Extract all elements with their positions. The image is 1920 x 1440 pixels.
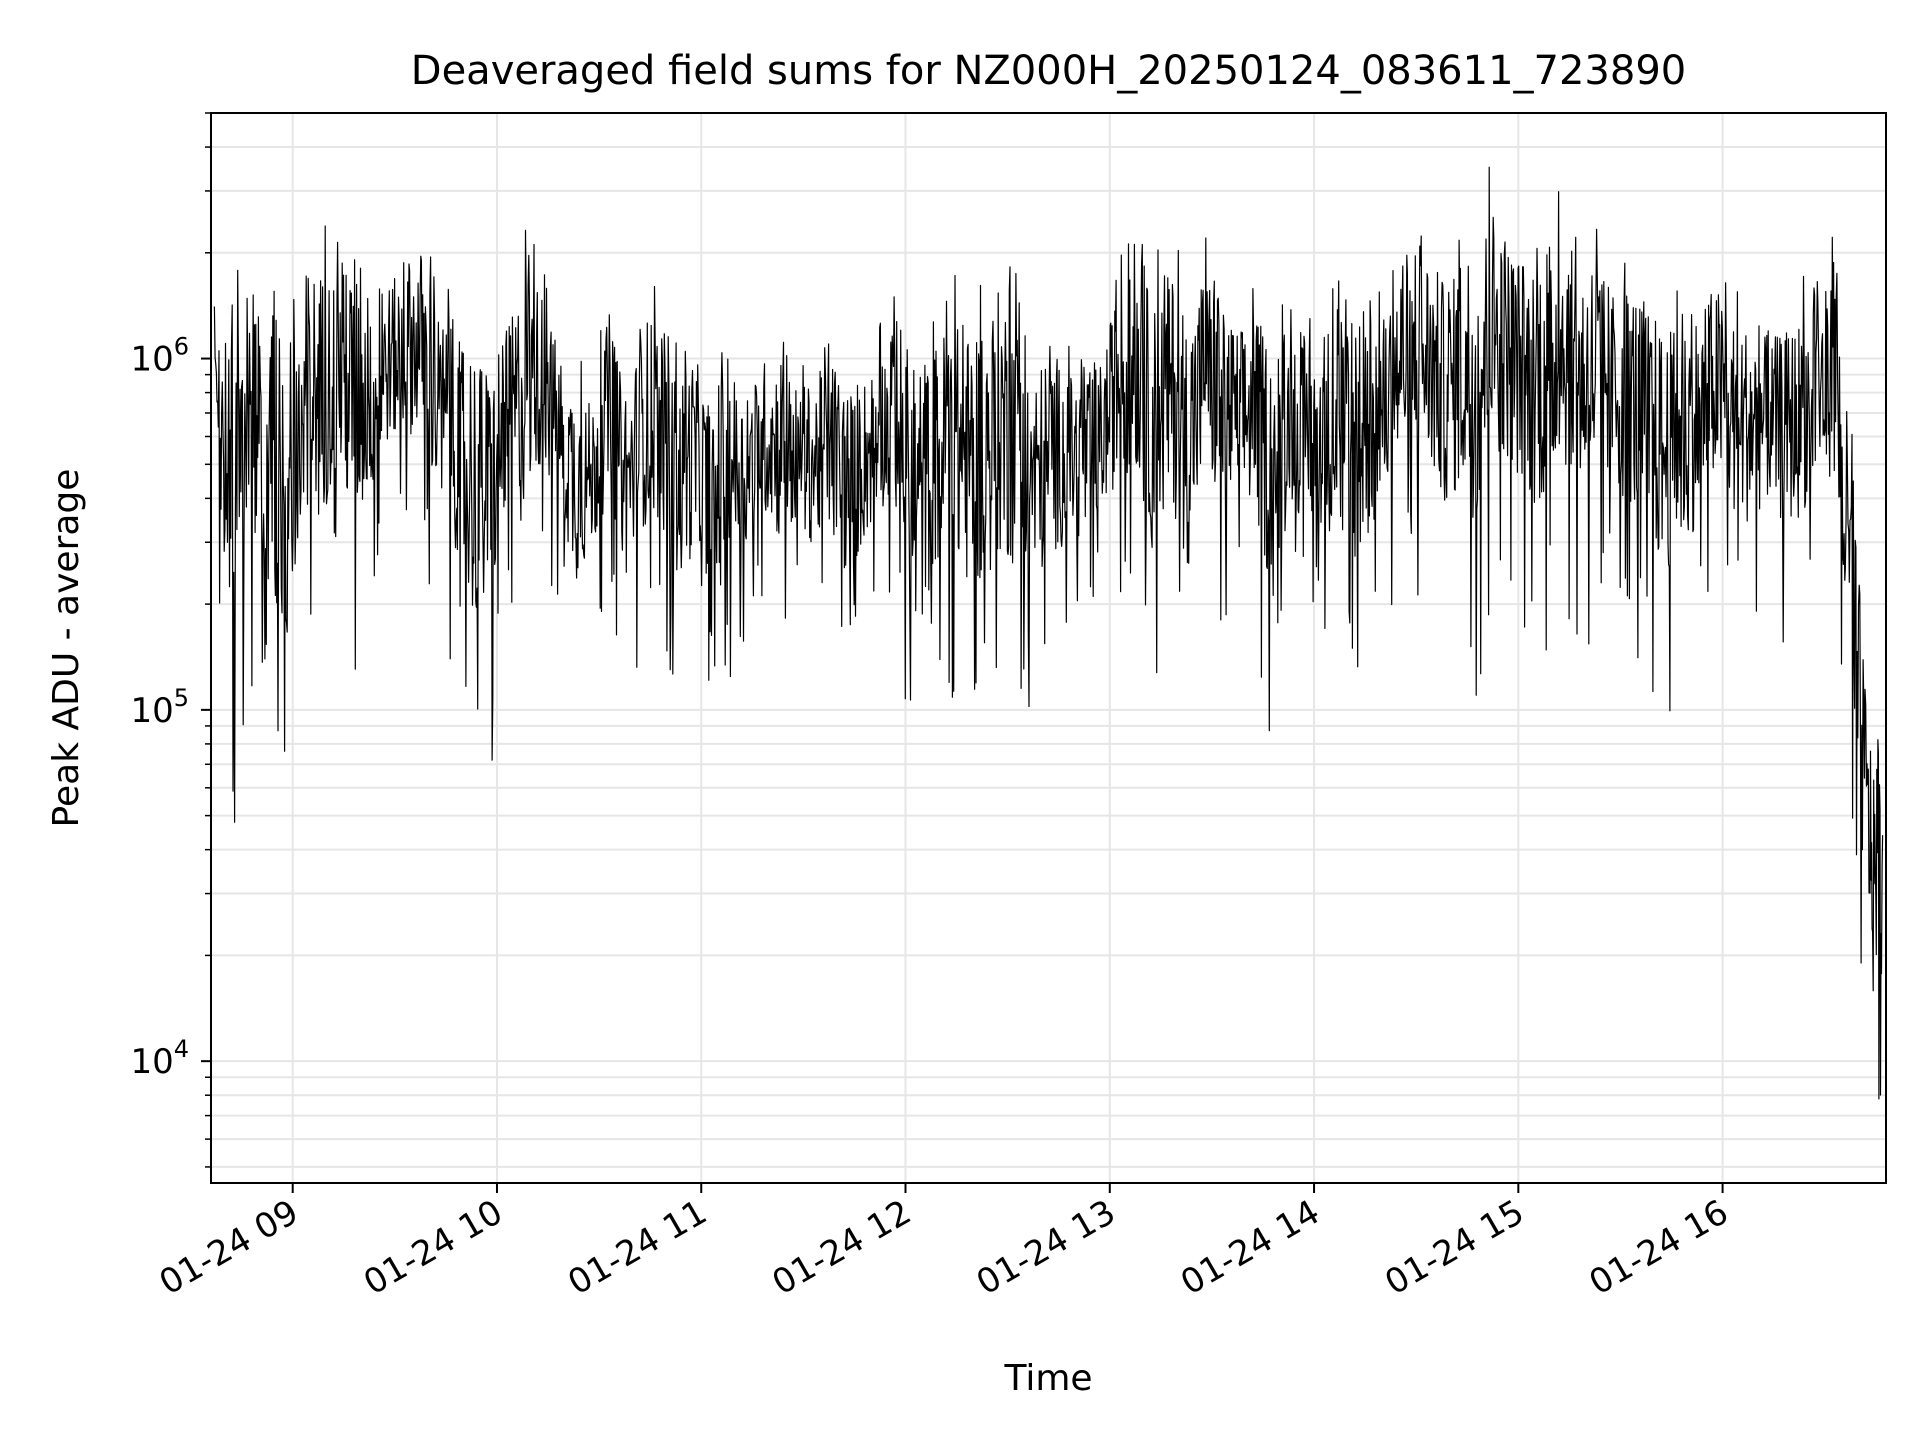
series-line — [213, 166, 1884, 1100]
y-tick-label: 105 — [130, 684, 189, 731]
y-tick-label: 106 — [130, 333, 189, 380]
y-axis-label: Peak ADU - average — [46, 469, 87, 828]
major-gridlines — [211, 113, 1886, 1183]
x-axis-label: Time — [1003, 1358, 1092, 1399]
y-axis-ticks: 104 105 106 — [130, 112, 211, 1168]
y-tick-label: 104 — [130, 1035, 189, 1082]
chart-title: Deaveraged field sums for NZ000H_2025012… — [411, 48, 1686, 94]
plot-frame — [210, 112, 1887, 1184]
series-layer — [213, 166, 1884, 1100]
